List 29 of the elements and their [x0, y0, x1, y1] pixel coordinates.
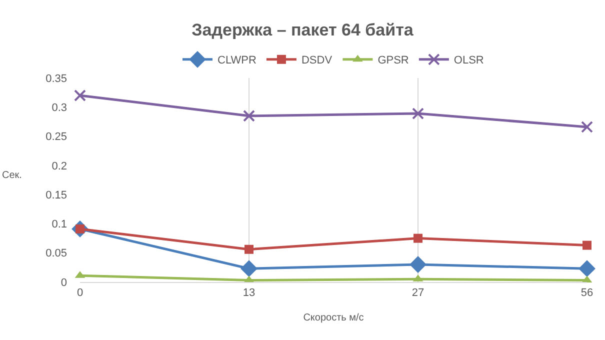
x-tick-label: 13	[242, 287, 256, 300]
point	[581, 120, 593, 133]
point	[243, 110, 255, 122]
y-tick-label: 0.25	[46, 131, 67, 144]
y-tick-label: 0.15	[46, 189, 67, 202]
x-tick-label: 27	[412, 287, 424, 300]
y-axis-title: Сек.	[2, 170, 22, 181]
point	[240, 260, 258, 278]
legend-label: CLWPR	[218, 54, 256, 67]
y-tick-label: 0.05	[46, 248, 67, 260]
x-axis-title: Скорость м/с	[303, 312, 364, 324]
point	[578, 260, 596, 278]
point	[582, 240, 592, 250]
x-tick-label: 0	[76, 287, 84, 300]
legend-label: OLSR	[454, 54, 484, 67]
legend-label: DSDV	[301, 54, 333, 67]
point	[244, 244, 254, 254]
chart-title: Задержка – пакет 64 байта	[192, 20, 414, 40]
legend-label: GPSR	[378, 54, 409, 67]
point	[74, 89, 86, 102]
point	[412, 108, 424, 120]
y-tick-label: 0.2	[52, 160, 67, 172]
y-tick-label: 0.35	[46, 72, 67, 85]
y-tick-label: 0.1	[52, 218, 67, 231]
x-tick-label: 56	[580, 287, 594, 300]
point	[410, 256, 426, 273]
point	[414, 234, 422, 243]
y-tick-label: 0	[60, 276, 67, 289]
y-tick-label: 0.3	[52, 102, 67, 114]
